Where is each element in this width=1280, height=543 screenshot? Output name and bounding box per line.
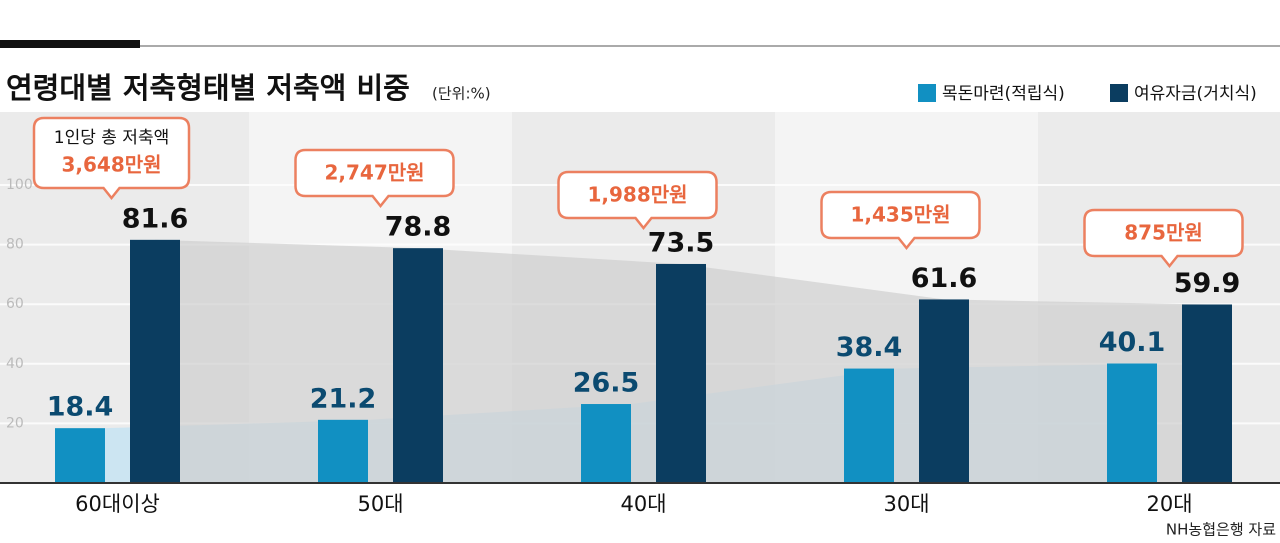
value-label: 26.5 bbox=[573, 368, 640, 399]
bar bbox=[919, 299, 969, 483]
x-tick-label: 50대 bbox=[357, 492, 403, 516]
header-bar bbox=[0, 40, 140, 48]
value-label: 78.8 bbox=[385, 212, 452, 243]
bar bbox=[130, 239, 180, 483]
chart-title: 연령대별 저축형태별 저축액 비중 bbox=[6, 71, 410, 105]
value-label: 18.4 bbox=[47, 392, 114, 423]
callout: 1인당 총 저축액 3,648만원 bbox=[32, 116, 191, 201]
value-label: 38.4 bbox=[836, 332, 903, 363]
legend-label: 여유자금(거치식) bbox=[1134, 84, 1257, 104]
callout-box bbox=[557, 170, 718, 231]
callout: 2,747만원 bbox=[294, 148, 455, 209]
callout-title: 1인당 총 저축액 bbox=[54, 128, 169, 148]
callout-box bbox=[820, 190, 981, 251]
y-tick-label: 60 bbox=[6, 296, 24, 312]
bar bbox=[318, 419, 368, 483]
value-label: 40.1 bbox=[1099, 327, 1166, 358]
bar bbox=[393, 248, 443, 483]
legend-label: 목돈마련(적립식) bbox=[942, 84, 1065, 104]
value-label: 59.9 bbox=[1174, 268, 1241, 299]
callout-value: 1,435만원 bbox=[850, 203, 950, 227]
callout-box bbox=[32, 116, 191, 201]
bar bbox=[1107, 363, 1157, 483]
bar bbox=[844, 368, 894, 483]
callout-value: 3,648만원 bbox=[61, 153, 161, 177]
x-tick-label: 30대 bbox=[883, 492, 929, 516]
callout: 1,988만원 bbox=[557, 170, 718, 231]
callout: 875만원 bbox=[1083, 208, 1244, 269]
unit-label: (단위:%) bbox=[432, 85, 491, 103]
y-tick-label: 80 bbox=[6, 237, 24, 253]
legend-swatch bbox=[1110, 84, 1128, 102]
value-label: 21.2 bbox=[310, 383, 377, 414]
callout-box bbox=[1083, 208, 1244, 269]
value-label: 73.5 bbox=[648, 227, 715, 258]
callout-value: 2,747만원 bbox=[324, 161, 424, 185]
callout-value: 1,988만원 bbox=[587, 183, 687, 207]
callout: 1,435만원 bbox=[820, 190, 981, 251]
callout-value: 875만원 bbox=[1124, 221, 1203, 245]
bar bbox=[581, 404, 631, 483]
x-tick-label: 20대 bbox=[1146, 492, 1192, 516]
value-label: 61.6 bbox=[911, 263, 978, 294]
legend-swatch bbox=[918, 84, 936, 102]
bar bbox=[656, 263, 706, 483]
y-tick-label: 100 bbox=[6, 177, 33, 193]
y-tick-label: 20 bbox=[6, 415, 24, 431]
callout-box bbox=[294, 148, 455, 209]
source: NH농협은행 자료 bbox=[1166, 521, 1276, 539]
x-tick-label: 40대 bbox=[620, 492, 666, 516]
y-tick-label: 40 bbox=[6, 356, 24, 372]
x-tick-label: 60대이상 bbox=[75, 492, 160, 516]
value-label: 81.6 bbox=[122, 203, 189, 234]
bar bbox=[1182, 304, 1232, 483]
bar bbox=[55, 428, 105, 483]
